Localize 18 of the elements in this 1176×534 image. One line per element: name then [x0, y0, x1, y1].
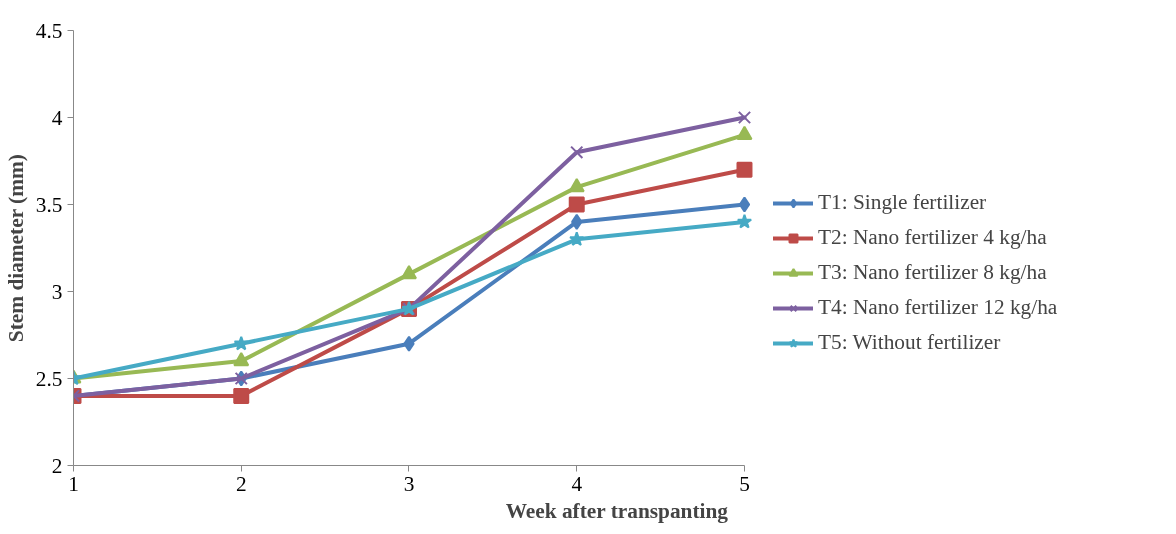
legend-label: T5: Without fertilizer	[818, 330, 1001, 355]
x-tick-label: 1	[68, 471, 79, 496]
y-tick-label: 4.5	[35, 18, 63, 43]
x-axis-title: Week after transpanting	[505, 498, 729, 523]
x-tick-label: 2	[235, 471, 247, 496]
legend-label: T4: Nano fertilizer 12 kg/ha	[818, 295, 1058, 320]
y-tick-label: 2.5	[35, 366, 63, 391]
x-tick-label: 4	[571, 471, 583, 496]
y-tick-label: 3	[51, 279, 63, 304]
y-tick-label: 3.5	[35, 192, 63, 217]
legend-label: T2: Nano fertilizer 4 kg/ha	[818, 225, 1047, 250]
y-tick-label: 4	[51, 105, 63, 130]
legend-label: T3: Nano fertilizer 8 kg/ha	[818, 260, 1047, 285]
x-tick-label: 5	[739, 471, 750, 496]
legend-label: T1: Single fertilizer	[818, 190, 987, 215]
y-tick-label: 2	[51, 453, 63, 478]
y-axis-title: Stem diameter (mm)	[3, 154, 28, 343]
x-tick-label: 3	[403, 471, 415, 496]
